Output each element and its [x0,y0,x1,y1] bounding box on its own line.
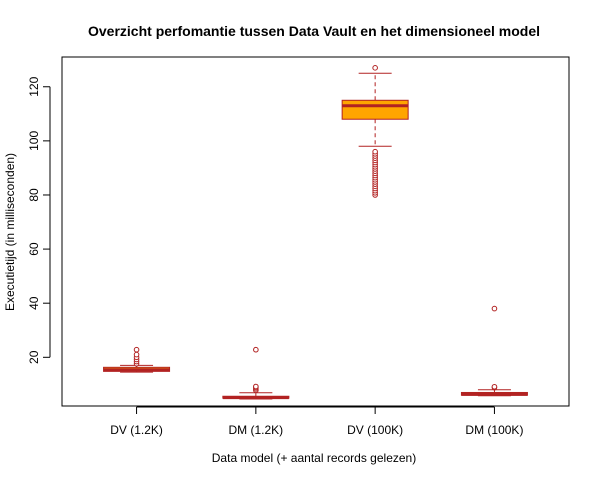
x-tick-label: DV (1.2K) [110,423,163,437]
outlier-point [133,346,140,353]
x-tick-label: DM (100K) [465,423,523,437]
box-group [460,305,528,397]
box-group [341,65,409,198]
y-tick-label: 80 [27,188,41,202]
outlier-point [491,305,498,312]
plot-frame [61,56,570,407]
box-group [222,346,290,400]
outlier-point [253,383,259,390]
y-axis: 20 40 60 80 100 120 [27,76,51,364]
y-axis-label: Executietijd (in milliseconden) [3,153,17,311]
boxes [103,65,528,400]
y-tick-label: 20 [27,350,41,364]
x-axis: DV (1.2K) DM (1.2K) DV (100K) DM (100K) [110,406,523,437]
chart-title: Overzicht perfomantie tussen Data Vault … [88,23,540,39]
y-tick-label: 120 [27,76,41,96]
box-group [103,346,171,373]
outlier-point [372,65,378,71]
x-tick-label: DM (1.2K) [229,423,284,437]
box-body [341,99,409,120]
y-tick-label: 60 [27,242,41,256]
outlier-point [491,383,498,390]
outlier-point [133,351,140,358]
outlier-point [372,148,378,155]
x-tick-label: DV (100K) [347,423,403,437]
outlier-point [253,346,259,353]
y-tick-label: 100 [27,131,41,151]
x-axis-label: Data model (+ aantal records gelezen) [212,451,416,465]
y-tick-label: 40 [27,296,41,310]
